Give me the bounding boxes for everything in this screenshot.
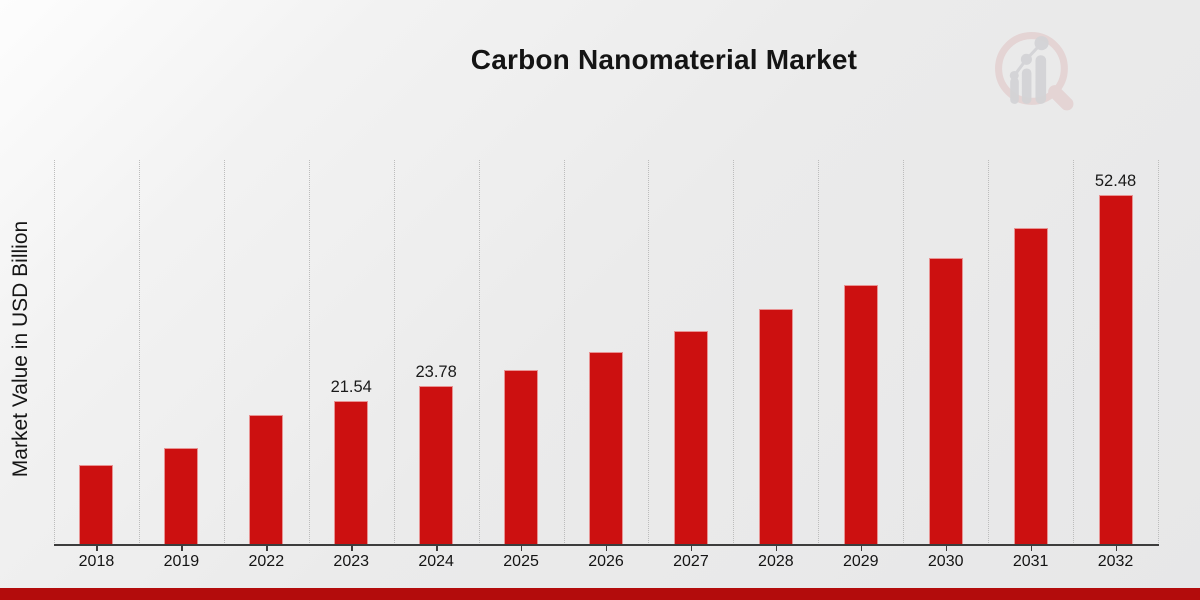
x-tick-label-2022: 2022 [248,553,285,570]
gridline [1158,160,1159,545]
gridline [563,160,565,545]
gridline [308,160,310,545]
x-tick [436,546,438,551]
x-tick [775,546,778,551]
plot-area: 21.54 23.78 52.48 [54,160,1159,545]
bar-2027 [673,331,708,545]
gridline [648,160,650,545]
x-tick [606,546,608,551]
x-tick-label-2030: 2030 [927,553,964,570]
bar-value-label-2032: 52.48 [1094,171,1137,190]
bar-value-label-2024: 23.78 [415,363,457,382]
y-axis-label: Market Value in USD Billion [9,220,32,478]
bar-2025 [504,369,539,545]
gridline [733,160,735,545]
bar-value-label-2023: 21.54 [330,378,372,397]
footer-accent-band [0,588,1200,600]
gridline [478,160,480,545]
bar-2018 [79,464,114,545]
x-tick [181,546,183,551]
magnifier-chart-logo-watermark [995,32,1074,111]
x-tick [1030,546,1032,551]
x-axis-line [54,544,1159,546]
rising-bars-icon [1009,36,1049,104]
bar-2032 [1098,194,1133,545]
bar-2019 [164,447,199,545]
gridline [138,160,140,545]
chart-title: Carbon Nanomaterial Market [470,44,858,75]
x-tick-label-2029: 2029 [842,553,879,570]
x-tick [521,546,523,551]
x-tick [690,546,693,551]
gridline [818,160,820,545]
x-tick-label-2027: 2027 [673,553,709,570]
bar-2031 [1013,227,1048,545]
gridline [1073,160,1075,545]
x-tick-label-2018: 2018 [78,553,115,570]
x-tick [266,546,268,551]
x-tick [351,546,353,551]
x-tick [1115,546,1117,551]
x-tick-label-2032: 2032 [1097,553,1134,570]
x-tick-label-2024: 2024 [418,553,454,570]
bar-2028 [758,309,793,545]
bar-2022 [249,414,284,545]
x-tick-label-2023: 2023 [333,553,370,570]
bar-2029 [843,284,878,545]
x-tick [96,546,98,551]
bar-2030 [928,257,963,545]
x-tick [945,546,948,551]
magnifier-lens-icon [995,32,1074,111]
gridline [988,160,990,545]
x-tick-label-2031: 2031 [1012,553,1049,570]
x-tick-label-2026: 2026 [588,553,624,570]
x-tick [860,546,863,551]
bar-2023 [334,401,369,545]
x-tick-label-2028: 2028 [758,553,794,570]
bar-2024 [419,386,454,545]
x-tick-label-2025: 2025 [503,553,539,570]
x-tick-label-2019: 2019 [163,553,200,570]
gridline [393,160,395,545]
gridline [903,160,905,545]
gridline [54,160,55,545]
bar-2026 [589,351,623,545]
gridline [223,160,225,545]
